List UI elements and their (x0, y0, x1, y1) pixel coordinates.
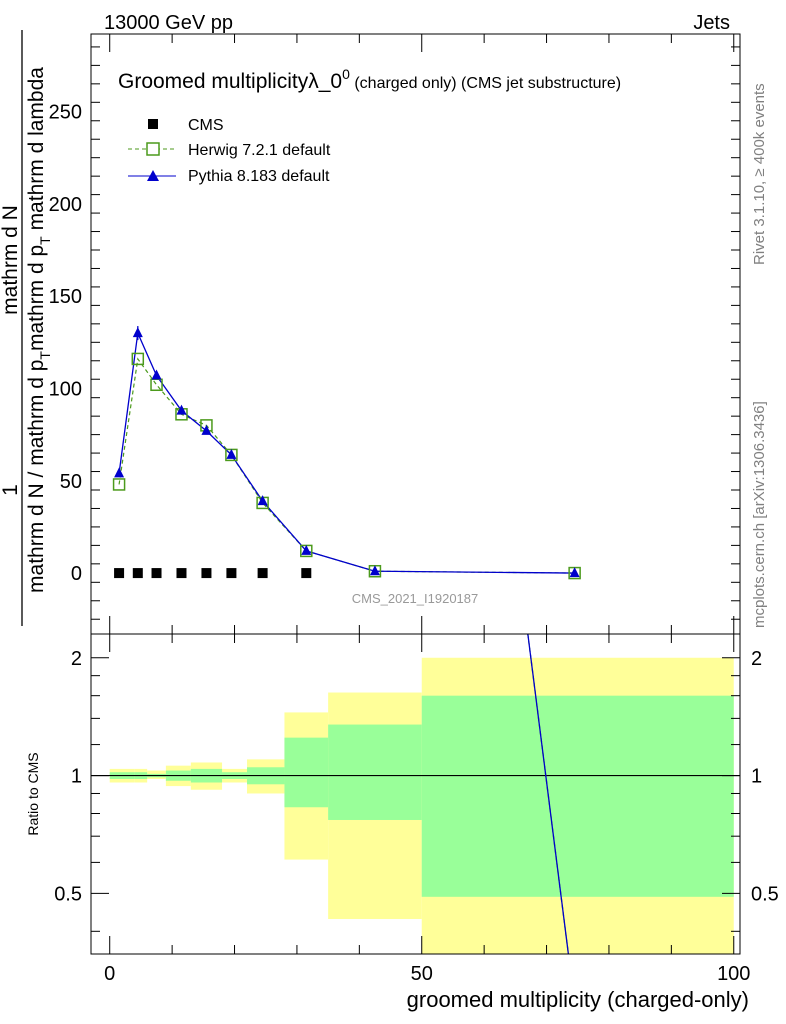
herwig-line (118, 357, 575, 574)
main-y-tick-label: 50 (60, 471, 82, 493)
cms-point (176, 568, 187, 579)
ratio-y-tick-label-right: 0.5 (751, 883, 779, 905)
legend-herwig-marker (146, 142, 160, 156)
pythia-line (118, 330, 575, 574)
ratio-inner-band (284, 737, 329, 808)
cms-point (226, 568, 237, 579)
pythia-point (176, 404, 187, 415)
pythia-point (151, 369, 162, 380)
main-y-axis-label: 1 mathrm d N mathrm d N / mathrm d pTmat… (0, 30, 53, 626)
y-label-denominator: mathrm d N / mathrm d pTmathrm d pT math… (25, 67, 53, 593)
ratio-panel: 0.5 0.5 1 1 2 2 0 50 100 Ratio to CMS groomed m… (25, 633, 779, 1012)
header-process-label: 13000 GeV pp (104, 12, 233, 34)
cms-point (114, 568, 125, 579)
main-y-tick-labels: 0 50 100 150 200 250 (49, 102, 82, 586)
y-label-numerator-prefix: 1 (0, 484, 22, 496)
main-axes-ticks (91, 34, 740, 634)
legend-cms-marker (148, 119, 158, 129)
main-data-marks (112, 326, 581, 580)
y-label-numerator: mathrm d N (0, 205, 22, 315)
pythia-point (226, 448, 237, 459)
x-axis-label: groomed multiplicity (charged-only) (407, 987, 749, 1012)
x-tick-label: 0 (104, 963, 115, 985)
main-y-tick-label: 0 (71, 563, 82, 585)
main-y-tick-label: 200 (49, 194, 82, 216)
ratio-data-marks (527, 633, 570, 955)
ratio-y-tick-label-right: 2 (751, 648, 762, 670)
plot-title-suffix1: (charged only) (350, 75, 457, 92)
ratio-inner-band (421, 695, 734, 897)
main-y-tick-label: 250 (49, 102, 82, 124)
pythia-point (201, 424, 212, 435)
cms-point (301, 568, 312, 579)
ratio-inner-band (328, 724, 422, 820)
ratio-y-tick-label: 1 (71, 766, 82, 788)
ratio-axes-ticks (91, 634, 740, 954)
cms-point (151, 568, 162, 579)
pythia-ratio-line (527, 633, 570, 955)
legend: CMS Herwig 7.2.1 default Pythia 8.183 de… (128, 117, 331, 185)
pythia-point (569, 567, 580, 578)
main-y-tick-label: 150 (49, 286, 82, 308)
ratio-y-tick-labels: 0.5 0.5 1 1 2 2 (54, 648, 779, 906)
ratio-y-axis-label: Ratio to CMS (25, 752, 41, 835)
x-tick-labels: 0 50 100 (104, 963, 750, 985)
pythia-point (257, 495, 268, 506)
main-y-tick-label: 100 (49, 378, 82, 400)
ratio-y-tick-label: 0.5 (54, 883, 82, 905)
herwig-point (131, 352, 145, 366)
watermark-analysis-id: CMS_2021_I1920187 (352, 591, 479, 606)
ratio-y-tick-label-right: 1 (751, 766, 762, 788)
cms-point (201, 568, 212, 579)
cms-point (257, 568, 268, 579)
herwig-point (112, 478, 126, 491)
mcplots-label: mcplots.cern.ch [arXiv:1306.3436] (751, 401, 768, 628)
pythia-point (369, 565, 380, 576)
pythia-point (301, 544, 312, 555)
x-tick-label: 50 (411, 963, 433, 985)
plot-title-superscript: 0 (342, 66, 350, 82)
x-tick-label: 100 (717, 963, 750, 985)
pythia-point (132, 327, 143, 338)
cms-point (132, 568, 143, 579)
rivet-version-label: Rivet 3.1.10, ≥ 400k events (751, 83, 768, 265)
plot-title-suffix2: (CMS jet substructure) (457, 75, 621, 92)
main-panel: 0 50 100 150 200 250 Groomed multiplicityλ_00… (0, 30, 741, 635)
legend-pythia-label: Pythia 8.183 default (188, 168, 330, 185)
ratio-y-tick-label: 2 (71, 648, 82, 670)
plot-title: Groomed multiplicityλ_00 (charged only) … (118, 66, 621, 93)
ratio-plot-frame (90, 633, 741, 955)
legend-pythia-marker (147, 170, 159, 181)
legend-cms-label: CMS (188, 117, 224, 134)
legend-herwig-label: Herwig 7.2.1 default (188, 142, 331, 159)
pythia-point (114, 467, 125, 478)
ratio-uncertainty-bands (109, 657, 734, 954)
header-category-label: Jets (693, 12, 730, 34)
